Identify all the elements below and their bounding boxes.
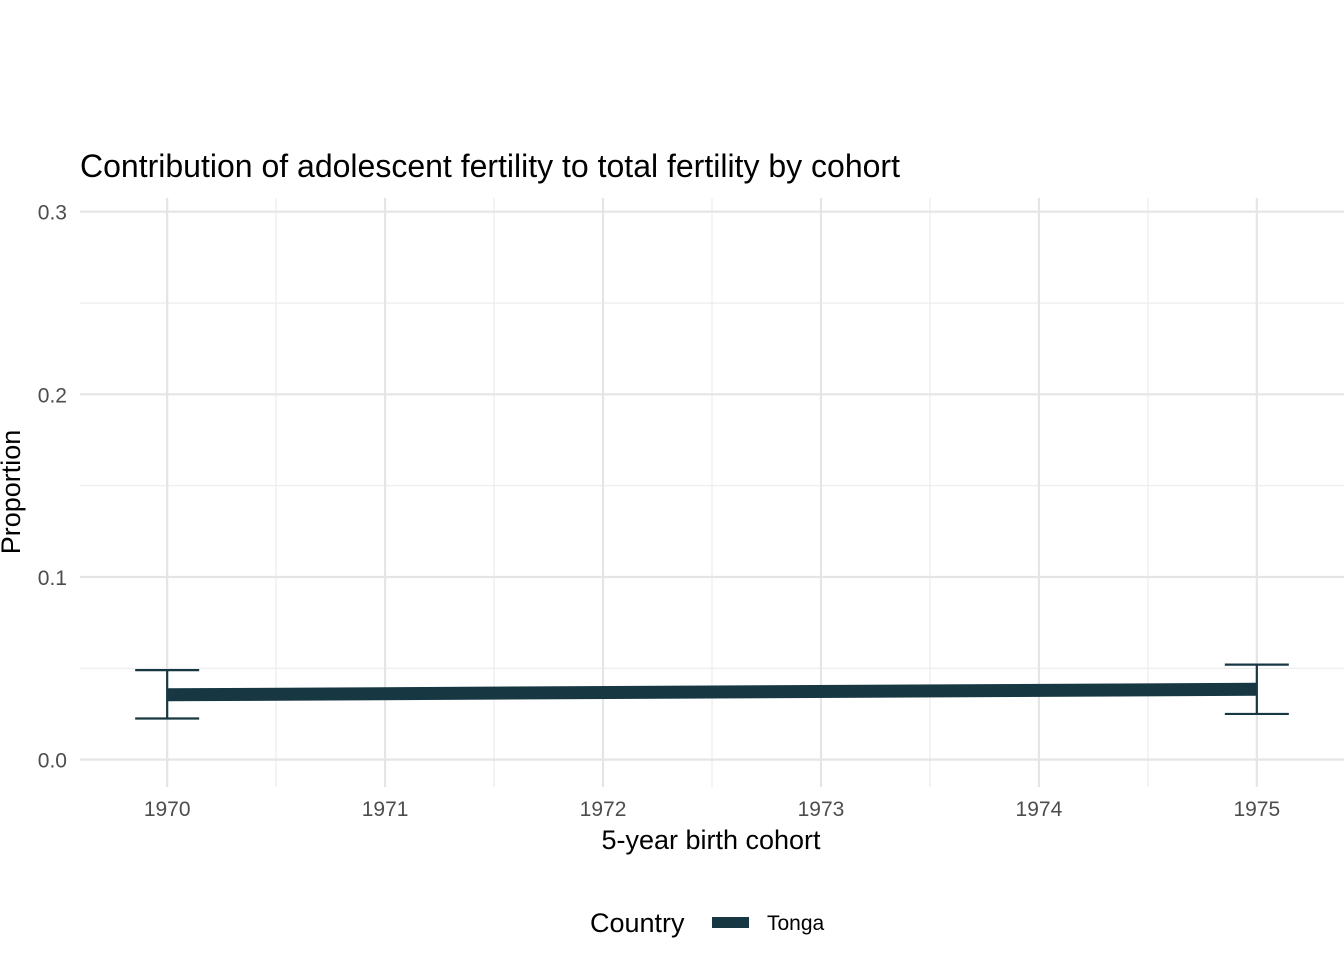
y-tick-label: 0.3 xyxy=(38,202,67,225)
grid-minor xyxy=(80,198,1344,787)
x-tick-label: 1972 xyxy=(580,798,627,821)
y-axis-title: Proportion xyxy=(0,430,26,555)
x-tick-label: 1975 xyxy=(1233,798,1280,821)
x-tick-labels: 1970 1971 1972 1973 1974 1975 xyxy=(144,798,1280,821)
x-tick-label: 1970 xyxy=(144,798,191,821)
series-line-tonga xyxy=(167,682,1257,702)
legend: Country Tonga xyxy=(590,908,825,938)
x-tick-label: 1971 xyxy=(362,798,409,821)
legend-title: Country xyxy=(590,908,685,938)
y-tick-label: 0.0 xyxy=(38,750,67,773)
series-layer xyxy=(135,663,1289,720)
x-tick-label: 1974 xyxy=(1016,798,1063,821)
legend-key-tonga xyxy=(712,917,749,928)
chart-title: Contribution of adolescent fertility to … xyxy=(80,148,900,184)
y-tick-label: 0.1 xyxy=(38,567,67,590)
x-tick-label: 1973 xyxy=(798,798,845,821)
y-tick-labels: 0.0 0.1 0.2 0.3 xyxy=(38,202,67,773)
legend-label-tonga: Tonga xyxy=(767,912,825,935)
y-tick-label: 0.2 xyxy=(38,384,67,407)
error-bar xyxy=(135,669,200,720)
x-axis-title: 5-year birth cohort xyxy=(601,825,821,855)
error-bar xyxy=(1224,663,1289,716)
